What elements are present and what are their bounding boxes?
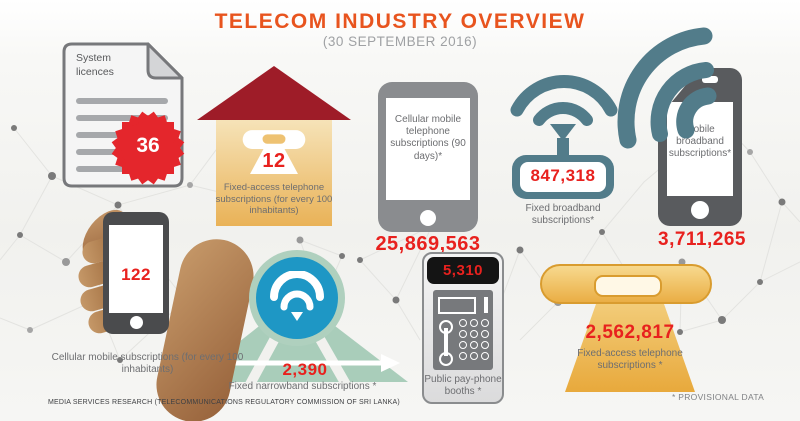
keypad-icon (459, 319, 489, 360)
mobile-broadband-label: Mobile broadband subscriptions* (668, 124, 732, 160)
home-button-icon (130, 316, 143, 329)
cellular-per100-value: 122 (121, 265, 151, 284)
cellular-per100-card: 122 (103, 212, 169, 334)
home-button-icon (691, 201, 709, 219)
cellular-per100-label: Cellular mobile subscriptions (for every… (51, 352, 244, 376)
wifi-icon (270, 271, 324, 321)
narrowband-circle (256, 257, 338, 339)
payphone-screen-icon (438, 297, 476, 314)
source-credit: MEDIA SERVICES RESEARCH (TELECOMMUNICATI… (48, 399, 400, 406)
system-licences-label: System licences (76, 52, 114, 78)
system-licences-value: 36 (136, 134, 160, 157)
fixed-access-per100-card: 12 Fixed-access telephone subscriptions … (216, 120, 332, 226)
page-title: TELECOM INDUSTRY OVERVIEW (214, 10, 586, 33)
phone-screen: Cellular mobile telephone subscriptions … (386, 98, 470, 200)
payphone-icon (433, 290, 493, 370)
home-button-icon (420, 210, 436, 226)
payphone-display: 5,310 (427, 257, 499, 284)
starburst-badge: 36 (106, 106, 190, 190)
fixed-access-per100-label: Fixed-access telephone subscriptions (fo… (215, 182, 333, 217)
orange-telephone-handset-icon (540, 264, 712, 304)
cellular-mobile-label: Cellular mobile telephone subscriptions … (390, 114, 466, 162)
telephone-icon (242, 130, 306, 174)
modem-display (520, 162, 606, 192)
fixed-narrowband-label: Fixed narrowband subscriptions * (228, 381, 377, 392)
payphone-card: 5,310 Public pay-phone booths * (422, 252, 504, 404)
payphone-value: 5,310 (442, 262, 484, 279)
broadband-modem-icon: 847,318 (512, 155, 614, 199)
phone-screen: Mobile broadband subscriptions* (667, 102, 733, 196)
handset-slot (594, 275, 662, 297)
system-licences-card: System licences 36 (62, 42, 185, 188)
cellular-mobile-card: Cellular mobile telephone subscriptions … (378, 82, 478, 232)
speaker-icon (702, 76, 718, 83)
fixed-broadband-label: Fixed broadband subscriptions* (525, 203, 601, 227)
house-roof-icon (197, 66, 351, 120)
cellular-mobile-value: 25,869,563 (375, 233, 481, 255)
payphone-label: Public pay-phone booths * (424, 374, 502, 398)
phone-screen: 122 (109, 225, 163, 313)
broadband-wifi-icon (510, 75, 618, 126)
mobile-broadband-value: 3,711,265 (658, 229, 746, 250)
fixed-access-total-label: Fixed-access telephone subscriptions * (577, 348, 683, 372)
coin-slot-icon (484, 297, 488, 313)
provisional-data-note: * PROVISIONAL DATA (672, 392, 765, 402)
fixed-access-total-value: 2,562,817 (585, 322, 675, 343)
fixed-broadband-value: 847,318 (530, 166, 596, 185)
narrowband-ring (249, 250, 345, 346)
fixed-access-per100-value: 12 (262, 150, 286, 172)
handset-icon (439, 320, 453, 366)
fixed-narrowband-value: 2,390 (282, 360, 328, 379)
page-subtitle: (30 SEPTEMBER 2016) (322, 34, 478, 49)
